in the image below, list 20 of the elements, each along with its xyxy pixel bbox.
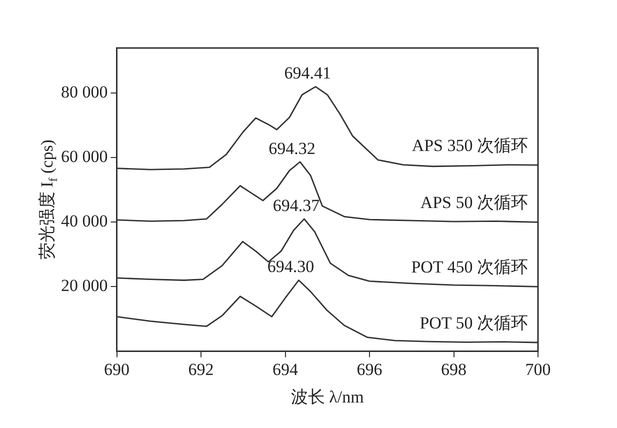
annotation: 694.32 (268, 138, 316, 158)
x-tick-label: 698 (441, 360, 466, 379)
y-tick-label: 60 000 (61, 147, 108, 166)
y-tick-label: 20 000 (61, 276, 108, 296)
series-label: POT 450 次循环 (411, 258, 528, 277)
series-label: POT 50 次循环 (420, 313, 528, 332)
series-label: APS 350 次循环 (412, 136, 528, 156)
annotation: 694.37 (272, 196, 320, 215)
series-label: APS 50 次循环 (420, 193, 528, 212)
y-tick-label: 80 000 (61, 82, 108, 102)
x-tick-label: 696 (356, 360, 382, 379)
x-tick-label: 700 (525, 360, 551, 379)
annotation: 694.41 (284, 64, 331, 83)
x-tick-label: 694 (272, 360, 298, 379)
x-axis-title: 波长 λ/nm (290, 387, 364, 406)
x-tick-label: 692 (188, 360, 214, 379)
y-axis-title: 荧光强度 If (cps) (37, 140, 60, 260)
annotation: 694.30 (267, 257, 314, 276)
x-tick-label: 690 (104, 360, 130, 379)
y-tick-label: 40 000 (61, 212, 108, 231)
